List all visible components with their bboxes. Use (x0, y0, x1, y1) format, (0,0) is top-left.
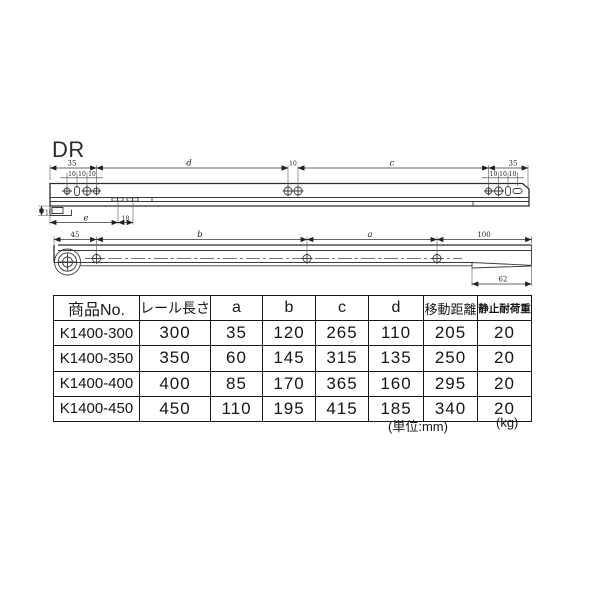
cell-b: 170 (262, 370, 316, 397)
table-row: K1400-400 400 85 170 365 160 295 20 (53, 370, 532, 397)
inner-rail-side-view: 45 b a 100 62 (53, 230, 532, 287)
cell-static-load: 20 (477, 370, 532, 397)
dim-label-10-right-2: 10 (499, 171, 507, 178)
dim-label-10-left-3: 10 (88, 171, 96, 178)
col-header-b: b (262, 294, 316, 322)
dim-label-35-right: 35 (509, 160, 518, 168)
dim-label-a: a (367, 230, 372, 240)
col-header-a: a (210, 294, 263, 322)
cell-travel: 205 (423, 320, 478, 347)
dim-label-b: b (197, 230, 202, 240)
outer-rail-top-view: 35 10 10 10 d 10 c 35 10 10 10 10 e 18 (38, 159, 530, 226)
cell-b: 120 (262, 320, 316, 347)
cell-travel: 295 (423, 370, 478, 397)
dim-label-10-right-3: 10 (509, 171, 517, 178)
unit-note-mm: (単位:mm) (388, 419, 448, 434)
col-header-static-load: 静止耐荷重 (477, 294, 532, 322)
page-title: DR (52, 137, 85, 162)
spec-table-header-row: 商品No. レール長さ a b c d 移動距離 静止耐荷重 (53, 294, 532, 322)
flange-slots (111, 197, 139, 202)
cell-product-no: K1400-400 (53, 370, 140, 397)
dim-label-10-mid: 10 (289, 161, 297, 168)
cell-product-no: K1400-450 (53, 395, 140, 422)
col-header-rail-length: レール長さ (139, 294, 211, 322)
screw-holes-right (484, 185, 523, 197)
table-row: K1400-300 300 35 120 265 110 205 20 (53, 320, 532, 347)
cell-rail-length: 350 (139, 345, 211, 372)
dim-label-10-left-1: 10 (68, 171, 76, 178)
cell-b: 195 (262, 395, 316, 422)
table-row: K1400-350 350 60 145 315 135 250 20 (53, 345, 532, 372)
cell-c: 415 (315, 395, 369, 422)
screw-holes-left (62, 185, 101, 197)
rivet-holes (91, 253, 443, 264)
col-header-product-no: 商品No. (53, 294, 140, 322)
cell-a: 60 (210, 345, 263, 372)
dim-label-c: c (390, 159, 395, 169)
cell-travel: 250 (423, 345, 478, 372)
spec-table: 商品No. レール長さ a b c d 移動距離 静止耐荷重 K1400-300… (53, 294, 532, 422)
table-row: K1400-450 450 110 195 415 185 340 20 (53, 395, 532, 422)
cell-c: 365 (315, 370, 369, 397)
roller-wheel (54, 248, 81, 276)
cell-d: 110 (368, 320, 424, 347)
cell-product-no: K1400-350 (53, 345, 140, 372)
dim-label-18: 18 (122, 216, 130, 223)
screw-holes-middle (282, 185, 304, 197)
cell-rail-length: 300 (139, 320, 211, 347)
cell-d: 135 (368, 345, 424, 372)
cell-a: 35 (210, 320, 263, 347)
cell-c: 265 (315, 320, 369, 347)
dim-label-35-left: 35 (68, 160, 77, 168)
cell-rail-length: 400 (139, 370, 211, 397)
unit-note-kg: (kg) (496, 415, 519, 430)
dim-label-d: d (186, 159, 192, 169)
cell-a: 110 (210, 395, 263, 422)
dim-label-10-tab: 10 (45, 210, 53, 217)
cell-static-load: 20 (477, 395, 532, 422)
dim-label-10-right-1: 10 (490, 171, 498, 178)
cell-a: 85 (210, 370, 263, 397)
cell-product-no: K1400-300 (53, 320, 140, 347)
cell-d: 185 (368, 395, 424, 422)
cell-c: 315 (315, 345, 369, 372)
cell-d: 160 (368, 370, 424, 397)
col-header-c: c (315, 294, 369, 322)
col-header-travel: 移動距離 (423, 294, 478, 322)
cell-static-load: 20 (477, 320, 532, 347)
dim-label-62: 62 (499, 276, 508, 284)
cell-static-load: 20 (477, 345, 532, 372)
dim-label-100: 100 (477, 231, 490, 239)
cell-rail-length: 450 (139, 395, 211, 422)
dim-label-10-left-2: 10 (78, 171, 86, 178)
col-header-d: d (368, 294, 424, 322)
cell-b: 145 (262, 345, 316, 372)
technical-drawing: DR (38, 137, 532, 287)
dim-label-45: 45 (71, 231, 80, 239)
dim-label-e: e (83, 214, 88, 224)
cell-travel: 340 (423, 395, 478, 422)
